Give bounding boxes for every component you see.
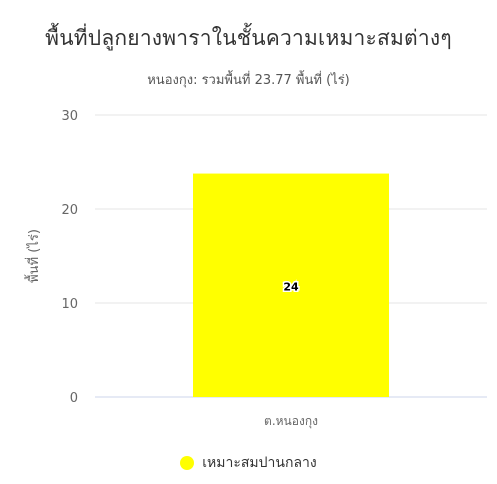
x-tick-label: ต.หนองกุง: [264, 414, 318, 429]
chart-title: พื้นที่ปลูกยางพาราในชั้นความเหมาะสมต่างๆ: [45, 26, 452, 50]
legend[interactable]: เหมาะสมปานกลาง: [0, 452, 497, 474]
y-tick-label: 30: [61, 109, 78, 124]
y-tick-label: 0: [70, 391, 78, 406]
legend-marker: [180, 456, 195, 470]
y-axis-title: พื้นที่ (ไร่): [24, 229, 42, 283]
chart-subtitle: หนองกุง: รวมพื้นที่ 23.77 พื้นที่ (ไร่): [147, 73, 350, 88]
bar: [193, 173, 389, 397]
y-tick-label: 10: [61, 297, 78, 312]
y-tick-label: 20: [61, 203, 78, 218]
legend-label: เหมาะสมปานกลาง: [202, 455, 317, 471]
data-label: 24: [283, 280, 299, 293]
